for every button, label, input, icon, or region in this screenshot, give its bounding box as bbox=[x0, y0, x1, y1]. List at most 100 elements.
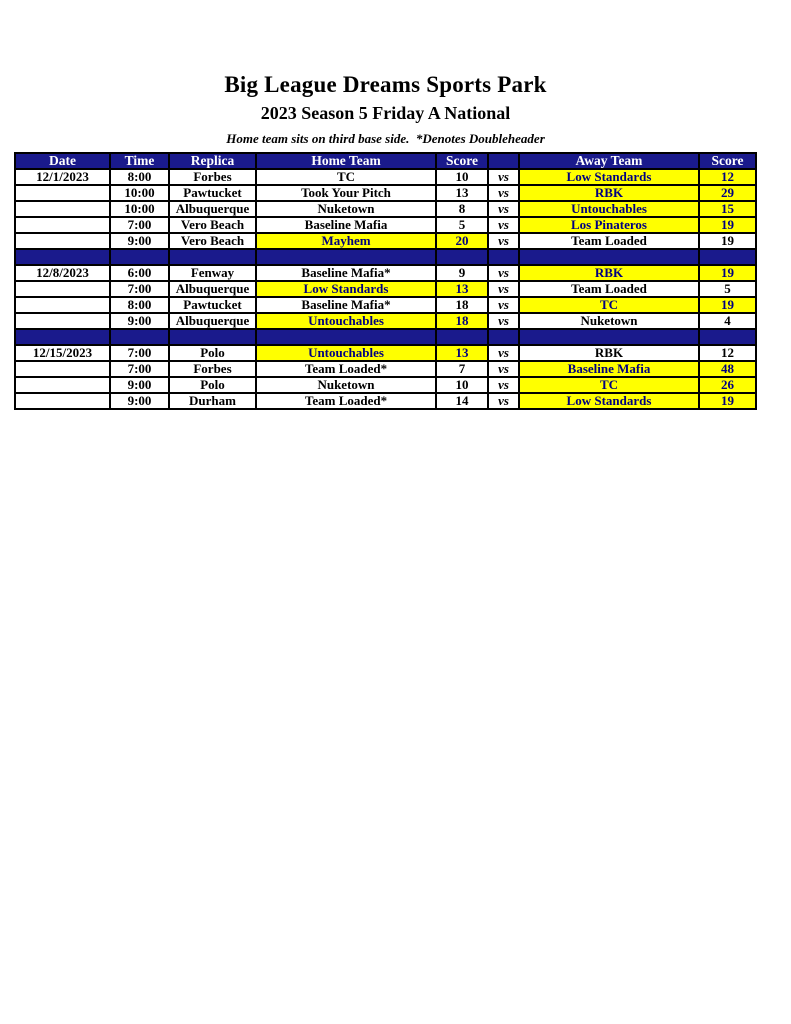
date-cell bbox=[14, 280, 111, 298]
page-note: Home team sits on third base side. *Deno… bbox=[226, 131, 545, 146]
separator-cell-home-score bbox=[435, 248, 489, 266]
schedule-header: Date Time Replica Home Team Score Away T… bbox=[14, 152, 757, 170]
schedule-body: 12/1/2023 8:00 Forbes TC 10 vs Low Standards 12… bbox=[14, 168, 757, 410]
separator-cell-date bbox=[14, 248, 111, 266]
replica-cell: Albuquerque bbox=[168, 200, 257, 218]
away-team-cell: RBK bbox=[518, 344, 700, 362]
vs-cell: vs bbox=[487, 312, 520, 330]
home-team-cell: Baseline Mafia* bbox=[255, 296, 437, 314]
home-team-cell: Nuketown bbox=[255, 200, 437, 218]
home-score-cell: 10 bbox=[435, 168, 489, 186]
time-cell: 9:00 bbox=[109, 392, 170, 410]
away-team-cell: Baseline Mafia bbox=[518, 360, 700, 378]
away-score-cell: 12 bbox=[698, 168, 757, 186]
separator-cell-away-score bbox=[698, 328, 757, 346]
date-cell bbox=[14, 376, 111, 394]
vs-cell: vs bbox=[487, 216, 520, 234]
game-row: 7:00 Vero Beach Baseline Mafia 5 vs Los Pinat… bbox=[14, 216, 757, 234]
date-cell bbox=[14, 296, 111, 314]
header-home-team: Home Team bbox=[255, 152, 437, 170]
home-score-cell: 5 bbox=[435, 216, 489, 234]
time-cell: 9:00 bbox=[109, 232, 170, 250]
separator-cell-away-score bbox=[698, 248, 757, 266]
home-team-cell: Team Loaded* bbox=[255, 360, 437, 378]
home-team-cell: Baseline Mafia* bbox=[255, 264, 437, 282]
vs-cell: vs bbox=[487, 200, 520, 218]
date-cell bbox=[14, 312, 111, 330]
heading-block: Big League Dreams Sports Park 2023 Seaso… bbox=[15, 72, 756, 147]
game-row: 9:00 Vero Beach Mayhem 20 vs Team Loaded 19 bbox=[14, 232, 757, 250]
page-title: Big League Dreams Sports Park bbox=[224, 72, 547, 97]
header-vs bbox=[487, 152, 520, 170]
replica-cell: Vero Beach bbox=[168, 216, 257, 234]
vs-cell: vs bbox=[487, 392, 520, 410]
schedule-table: Date Time Replica Home Team Score Away T… bbox=[14, 152, 757, 410]
home-team-cell: Took Your Pitch bbox=[255, 184, 437, 202]
game-row: 7:00 Albuquerque Low Standards 13 vs Team Loa… bbox=[14, 280, 757, 298]
away-score-cell: 19 bbox=[698, 232, 757, 250]
home-score-cell: 7 bbox=[435, 360, 489, 378]
time-cell: 9:00 bbox=[109, 312, 170, 330]
vs-cell: vs bbox=[487, 232, 520, 250]
week-separator-row bbox=[14, 248, 757, 266]
game-row: 10:00 Albuquerque Nuketown 8 vs Untouchables 1… bbox=[14, 200, 757, 218]
game-row: 9:00 Polo Nuketown 10 vs TC 26 bbox=[14, 376, 757, 394]
replica-cell: Forbes bbox=[168, 168, 257, 186]
away-team-cell: RBK bbox=[518, 184, 700, 202]
replica-cell: Albuquerque bbox=[168, 312, 257, 330]
home-score-cell: 13 bbox=[435, 280, 489, 298]
header-row: Date Time Replica Home Team Score Away T… bbox=[14, 152, 757, 170]
away-team-cell: Team Loaded bbox=[518, 280, 700, 298]
time-cell: 7:00 bbox=[109, 216, 170, 234]
away-score-cell: 19 bbox=[698, 264, 757, 282]
vs-cell: vs bbox=[487, 184, 520, 202]
home-score-cell: 14 bbox=[435, 392, 489, 410]
header-away-score: Score bbox=[698, 152, 757, 170]
game-row: 9:00 Albuquerque Untouchables 18 vs Nuketown 4 bbox=[14, 312, 757, 330]
game-row: 10:00 Pawtucket Took Your Pitch 13 vs RBK 29 bbox=[14, 184, 757, 202]
game-row: 12/8/2023 6:00 Fenway Baseline Mafia* 9 vs RBK… bbox=[14, 264, 757, 282]
separator-cell-time bbox=[109, 328, 170, 346]
home-team-cell: TC bbox=[255, 168, 437, 186]
time-cell: 8:00 bbox=[109, 168, 170, 186]
away-team-cell: Low Standards bbox=[518, 168, 700, 186]
separator-cell-away bbox=[518, 248, 700, 266]
time-cell: 6:00 bbox=[109, 264, 170, 282]
vs-cell: vs bbox=[487, 168, 520, 186]
vs-cell: vs bbox=[487, 360, 520, 378]
date-cell bbox=[14, 232, 111, 250]
home-score-cell: 10 bbox=[435, 376, 489, 394]
away-score-cell: 29 bbox=[698, 184, 757, 202]
home-score-cell: 18 bbox=[435, 296, 489, 314]
away-team-cell: TC bbox=[518, 376, 700, 394]
week-separator-row bbox=[14, 328, 757, 346]
away-team-cell: Los Pinateros bbox=[518, 216, 700, 234]
away-score-cell: 19 bbox=[698, 392, 757, 410]
date-cell bbox=[14, 200, 111, 218]
separator-cell-home bbox=[255, 248, 437, 266]
time-cell: 10:00 bbox=[109, 200, 170, 218]
home-score-cell: 9 bbox=[435, 264, 489, 282]
time-cell: 9:00 bbox=[109, 376, 170, 394]
separator-cell-home-score bbox=[435, 328, 489, 346]
home-team-cell: Team Loaded* bbox=[255, 392, 437, 410]
date-cell bbox=[14, 184, 111, 202]
game-row: 12/15/2023 7:00 Polo Untouchables 13 vs RBK 12 bbox=[14, 344, 757, 362]
game-row: 12/1/2023 8:00 Forbes TC 10 vs Low Standards 12 bbox=[14, 168, 757, 186]
separator-cell-date bbox=[14, 328, 111, 346]
replica-cell: Forbes bbox=[168, 360, 257, 378]
replica-cell: Durham bbox=[168, 392, 257, 410]
header-home-score: Score bbox=[435, 152, 489, 170]
away-score-cell: 4 bbox=[698, 312, 757, 330]
separator-cell-time bbox=[109, 248, 170, 266]
vs-cell: vs bbox=[487, 344, 520, 362]
date-cell bbox=[14, 392, 111, 410]
separator-cell-vs bbox=[487, 248, 520, 266]
replica-cell: Vero Beach bbox=[168, 232, 257, 250]
time-cell: 7:00 bbox=[109, 280, 170, 298]
home-team-cell: Nuketown bbox=[255, 376, 437, 394]
home-score-cell: 8 bbox=[435, 200, 489, 218]
home-team-cell: Untouchables bbox=[255, 344, 437, 362]
replica-cell: Pawtucket bbox=[168, 296, 257, 314]
replica-cell: Polo bbox=[168, 344, 257, 362]
